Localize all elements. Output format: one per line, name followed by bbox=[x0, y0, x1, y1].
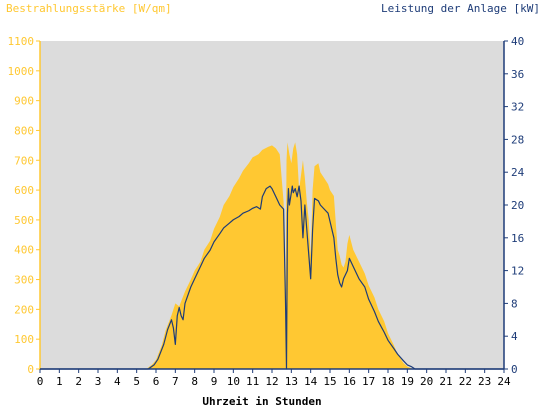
left-axis-tick-label: 200 bbox=[14, 303, 34, 316]
x-axis-tick-label: 21 bbox=[439, 375, 452, 388]
right-axis-tick-label: 8 bbox=[511, 297, 518, 310]
x-axis-tick-label: 12 bbox=[265, 375, 278, 388]
right-axis-tick-label: 12 bbox=[511, 265, 524, 278]
irradiance-area-series bbox=[40, 142, 504, 369]
left-axis-tick-label: 1000 bbox=[8, 65, 35, 78]
x-axis-tick-label: 3 bbox=[95, 375, 102, 388]
x-axis-tick-label: 22 bbox=[459, 375, 472, 388]
x-axis-tick-label: 7 bbox=[172, 375, 179, 388]
x-axis-tick-label: 20 bbox=[420, 375, 433, 388]
right-axis-tick-label: 0 bbox=[511, 363, 518, 376]
x-axis-tick-label: 0 bbox=[37, 375, 44, 388]
left-axis-tick-label: 900 bbox=[14, 95, 34, 108]
x-axis-tick-label: 13 bbox=[285, 375, 298, 388]
x-axis-tick-label: 8 bbox=[191, 375, 198, 388]
x-axis-tick-label: 15 bbox=[323, 375, 336, 388]
x-axis-tick-label: 9 bbox=[211, 375, 218, 388]
left-axis-tick-label: 400 bbox=[14, 244, 34, 257]
x-axis-tick-label: 2 bbox=[75, 375, 82, 388]
power-line-series bbox=[40, 185, 504, 370]
left-axis-tick-label: 100 bbox=[14, 333, 34, 346]
right-axis-tick-label: 20 bbox=[511, 199, 524, 212]
right-axis-tick-label: 4 bbox=[511, 330, 518, 343]
left-axis-tick-label: 0 bbox=[27, 363, 34, 376]
x-axis-tick-label: 14 bbox=[304, 375, 318, 388]
left-axis-tick-label: 800 bbox=[14, 124, 34, 137]
left-axis-tick-label: 300 bbox=[14, 274, 34, 287]
x-axis-tick-label: 24 bbox=[497, 375, 511, 388]
x-axis-tick-label: 23 bbox=[478, 375, 491, 388]
right-axis-tick-label: 36 bbox=[511, 68, 524, 81]
x-axis-tick-label: 17 bbox=[362, 375, 375, 388]
x-axis-tick-label: 19 bbox=[401, 375, 414, 388]
left-axis-tick-label: 1100 bbox=[8, 35, 35, 48]
x-axis-title: Uhrzeit in Stunden bbox=[202, 395, 321, 408]
right-axis-tick-label: 40 bbox=[511, 35, 524, 48]
axes: 0100200300400500600700800900100011000481… bbox=[8, 35, 525, 388]
x-axis-tick-label: 4 bbox=[114, 375, 121, 388]
left-axis-tick-label: 700 bbox=[14, 154, 34, 167]
right-axis-tick-label: 32 bbox=[511, 101, 524, 114]
right-axis-tick-label: 28 bbox=[511, 133, 524, 146]
irradiance-area-layer bbox=[40, 142, 504, 369]
x-axis-tick-label: 6 bbox=[153, 375, 160, 388]
left-axis-tick-label: 600 bbox=[14, 184, 34, 197]
x-axis-tick-label: 16 bbox=[343, 375, 356, 388]
power-line-layer bbox=[40, 185, 504, 370]
left-axis-tick-label: 500 bbox=[14, 214, 34, 227]
right-axis-title: Leistung der Anlage [kW] bbox=[381, 2, 540, 15]
left-axis-title: Bestrahlungsstärke [W/qm] bbox=[6, 2, 172, 15]
x-axis-tick-label: 5 bbox=[133, 375, 140, 388]
x-axis-tick-label: 11 bbox=[246, 375, 259, 388]
x-axis-tick-label: 1 bbox=[56, 375, 63, 388]
x-axis-tick-label: 18 bbox=[381, 375, 394, 388]
x-axis-tick-label: 10 bbox=[227, 375, 240, 388]
right-axis-tick-label: 16 bbox=[511, 232, 524, 245]
right-axis-tick-label: 24 bbox=[511, 166, 525, 179]
